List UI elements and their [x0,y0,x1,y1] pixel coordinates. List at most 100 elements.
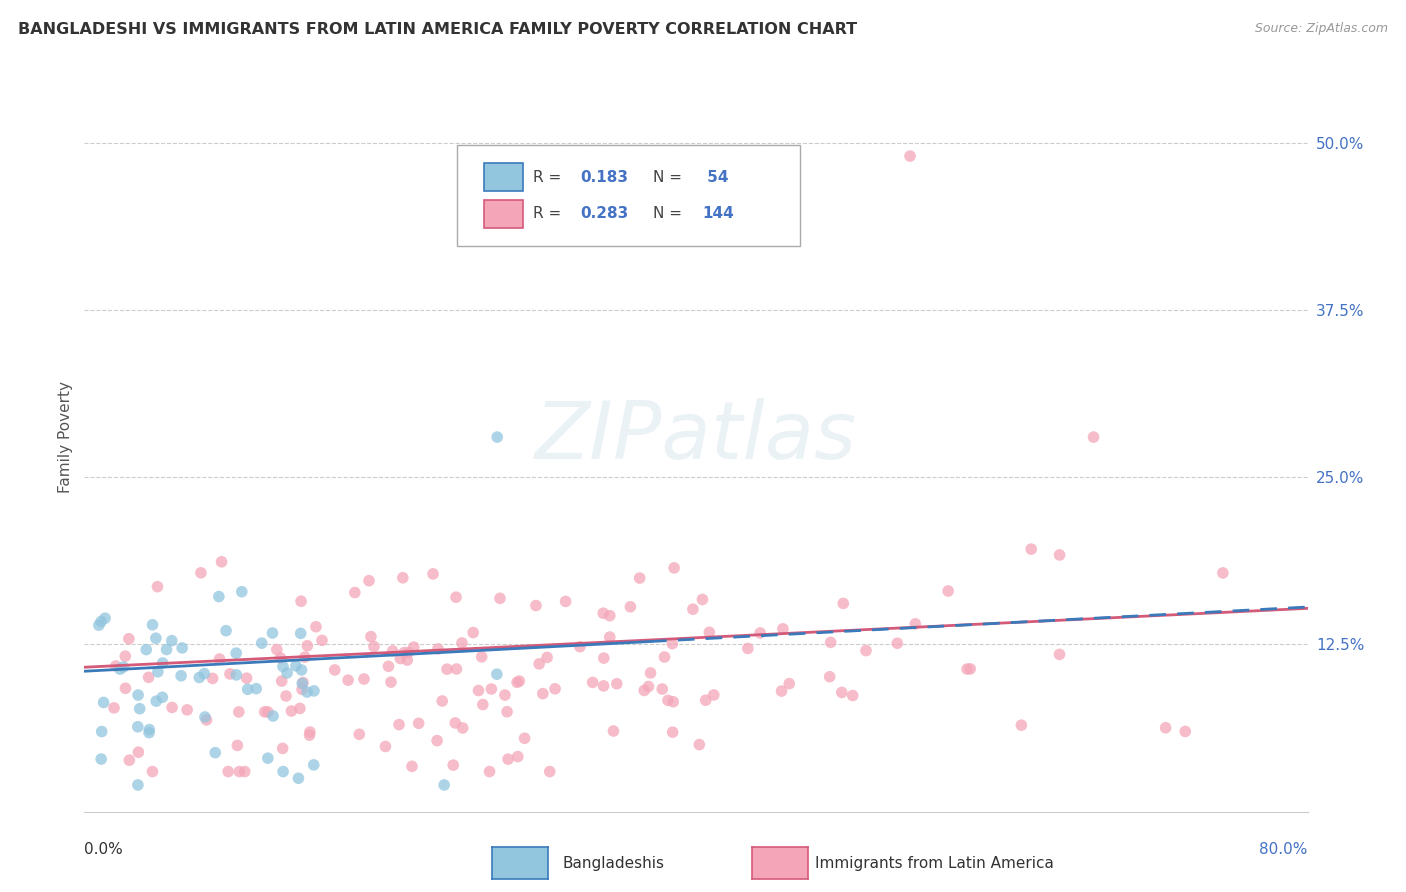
Point [271,741,294,756]
Point [467,683,489,698]
Point [772,622,794,636]
Point [160,700,183,714]
Point [904,616,927,631]
Point [485,667,508,681]
Text: N =: N = [654,169,682,185]
Point [360,630,382,644]
Point [832,596,855,610]
Point [377,659,399,673]
Point [602,724,624,739]
Point [118,753,141,767]
Point [1212,566,1234,580]
Point [353,672,375,686]
Point [90,752,112,766]
Point [831,685,853,699]
Point [506,675,529,690]
Point [463,625,485,640]
Point [392,646,415,660]
Point [444,590,467,604]
Point [291,682,314,697]
Point [290,594,312,608]
Point [1083,430,1105,444]
Point [606,677,628,691]
FancyBboxPatch shape [457,145,800,246]
Point [228,705,250,719]
Point [146,580,169,594]
Point [280,704,302,718]
Point [654,650,676,665]
Point [138,723,160,737]
Point [225,646,247,660]
Point [538,764,561,779]
Point [749,626,772,640]
Point [294,650,316,665]
Point [256,705,278,719]
Point [118,632,141,646]
Point [138,670,160,684]
Point [1049,648,1071,662]
Point [291,676,314,690]
Point [225,668,247,682]
Point [302,684,325,698]
Point [190,566,212,580]
Point [640,665,662,680]
Point [662,561,685,575]
Point [208,652,231,666]
Bar [484,163,523,191]
Point [592,651,614,665]
Point [478,764,501,779]
Point [141,617,163,632]
Point [292,675,315,690]
Point [401,759,423,773]
Point [170,669,193,683]
Point [959,662,981,676]
Point [633,683,655,698]
Point [524,599,547,613]
Point [508,674,530,689]
Point [818,670,841,684]
Point [135,642,157,657]
Point [451,636,474,650]
Point [145,632,167,646]
Point [531,687,554,701]
Point [233,764,256,779]
Point [778,676,800,690]
Text: Immigrants from Latin America: Immigrants from Latin America [815,856,1054,871]
Point [599,630,621,644]
Point [380,675,402,690]
Point [357,574,380,588]
Point [770,684,793,698]
Point [628,571,651,585]
Point [661,637,683,651]
Point [323,663,346,677]
Point [396,653,419,667]
Point [201,672,224,686]
Point [155,642,177,657]
Point [381,644,404,658]
Text: N =: N = [654,206,682,221]
Point [90,724,112,739]
Point [388,717,411,731]
Text: 0.183: 0.183 [579,169,627,185]
Text: ZIPatlas: ZIPatlas [534,398,858,476]
Point [188,671,211,685]
Point [1010,718,1032,732]
Point [697,625,720,640]
Point [108,662,131,676]
Text: Source: ZipAtlas.com: Source: ZipAtlas.com [1254,22,1388,36]
Point [193,666,215,681]
Point [266,642,288,657]
Point [211,555,233,569]
Point [172,640,194,655]
Point [253,705,276,719]
Point [274,689,297,703]
Point [288,701,311,715]
Point [141,764,163,779]
Point [152,656,174,670]
Point [262,709,284,723]
Point [436,662,458,676]
Point [820,635,842,649]
Point [160,633,183,648]
Point [489,591,512,606]
Point [695,693,717,707]
